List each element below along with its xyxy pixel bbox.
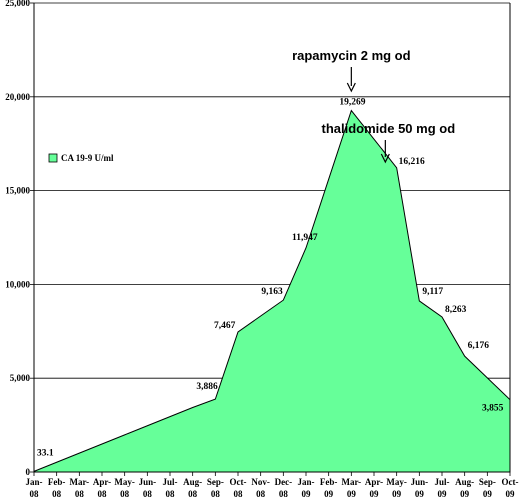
y-tick-label: 10,000 [5,279,30,289]
data-label: 6,176 [468,341,490,351]
data-label: 11,947 [292,233,318,243]
x-tick-label: Sep-08 [207,477,224,499]
x-tick-label: Aug-09 [455,477,474,499]
x-tick-label: Jun-09 [411,477,429,499]
y-tick-label: 0 [26,467,31,477]
annotations: rapamycin 2 mg od thalidomide 50 mg od [292,48,456,164]
x-tick-label: Oct-09 [502,477,519,499]
x-tick-label: Sep-09 [479,477,496,499]
x-tick-label: Jun-08 [139,477,157,499]
x-tick-label: Mar-08 [70,477,90,499]
annotation-thalidomide: thalidomide 50 mg od [322,121,456,136]
x-tick-label: Feb-09 [320,477,338,499]
data-labels: 33.1 3,886 7,467 9,163 11,947 19,269 16,216 9,1… [37,98,504,459]
x-tick-label: Mar-09 [342,477,362,499]
x-tick-label: Jan-08 [25,477,42,499]
x-tick-label: Apr-09 [365,477,383,499]
x-tick-label: Jul-09 [434,477,449,499]
y-tick-label: 25,000 [5,0,30,8]
data-label: 16,216 [399,157,425,167]
annotation-arrowhead-thalidomide [380,153,390,164]
x-tick-label: Feb-08 [48,477,66,499]
data-label: 7,467 [214,321,236,331]
legend-swatch [48,153,58,163]
y-tick-label: 15,000 [5,186,30,196]
x-tick-label: May-08 [114,477,135,499]
x-tick-label: Dec-08 [275,477,293,499]
annotation-arrowhead-rapamycin [346,82,356,93]
x-tick-label: Apr-08 [93,477,111,499]
data-label: 3,886 [196,382,218,392]
y-tick-label: 5,000 [10,373,31,383]
legend: CA 19-9 U/ml [48,153,114,163]
series-area-ca19-9 [33,109,511,473]
axes [30,2,511,476]
data-label: 9,117 [422,287,443,297]
y-tick-labels: 0 5,000 10,000 15,000 20,000 25,000 [5,0,30,477]
data-label: 8,263 [445,305,467,315]
data-label: 9,163 [261,287,283,297]
x-tick-label: Aug-08 [183,477,202,499]
annotation-rapamycin: rapamycin 2 mg od [292,48,411,63]
y-tick-label: 20,000 [5,92,30,102]
legend-label: CA 19-9 U/ml [61,153,114,163]
data-label: 3,855 [482,404,504,414]
data-label: 19,269 [339,98,365,108]
x-tick-label: Jan-09 [297,477,314,499]
data-label: 33.1 [37,448,54,458]
x-tick-label: Nov-08 [251,477,270,499]
x-tick-label: Oct-08 [230,477,247,499]
x-tick-label: Jul-08 [162,477,177,499]
x-tick-label: May-09 [386,477,407,499]
